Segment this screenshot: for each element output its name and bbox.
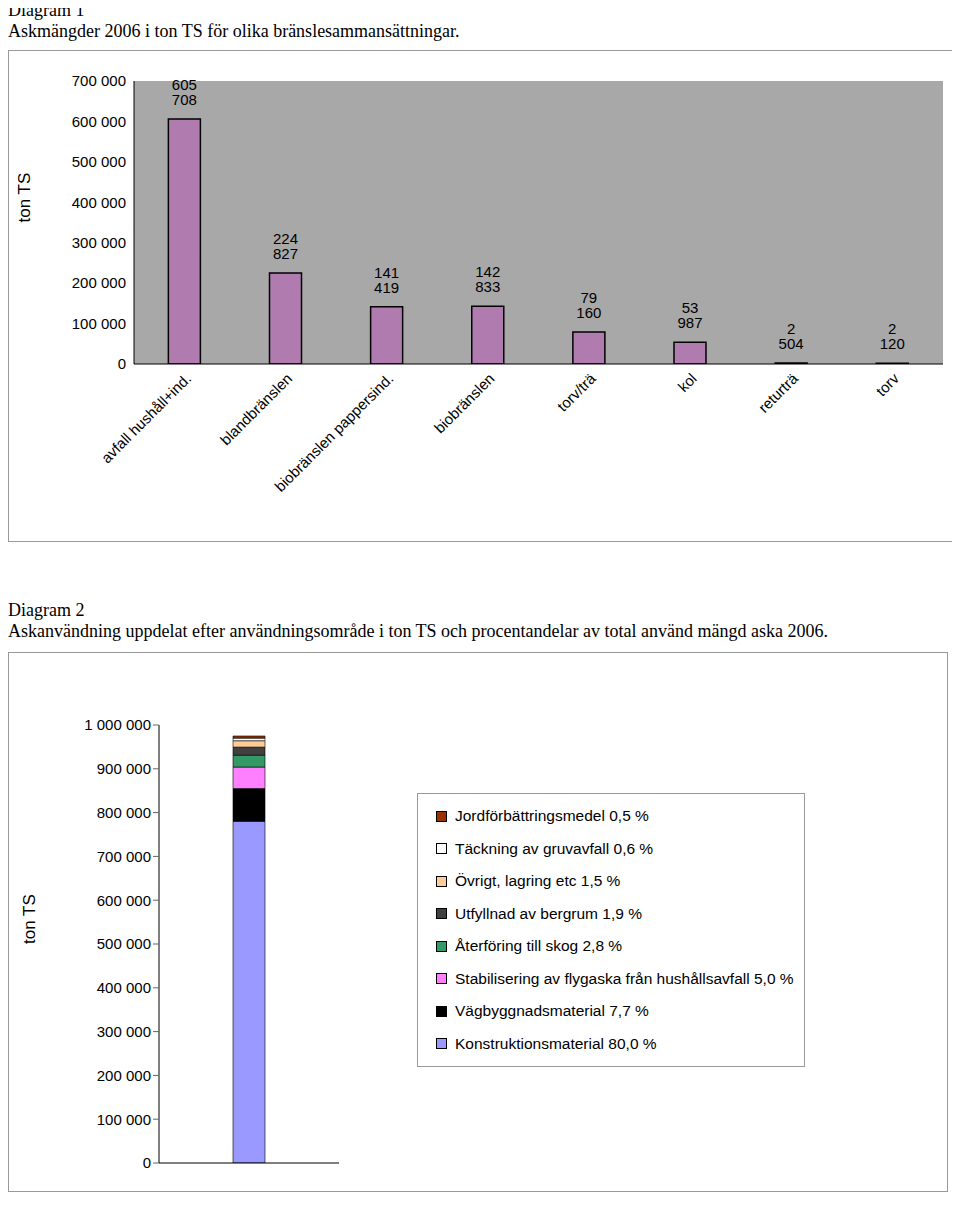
svg-text:79160: 79160 [576, 289, 601, 321]
svg-text:0: 0 [118, 355, 126, 372]
svg-text:605708: 605708 [172, 76, 197, 108]
svg-text:100 000: 100 000 [72, 315, 126, 332]
svg-text:blandbränslen: blandbränslen [217, 370, 296, 449]
html-text:Konstruktionsmaterial 80,0 %: Konstruktionsmaterial 80,0 % [455, 1034, 657, 1052]
svg-text:ton TS: ton TS [15, 173, 34, 223]
svg-text:200 000: 200 000 [72, 274, 126, 291]
html-text:Återföring till skog 2,8 %: Återföring till skog 2,8 % [455, 937, 623, 954]
svg-text:224827: 224827 [273, 230, 298, 262]
svg-text:kol: kol [674, 370, 700, 396]
svg-text:700 000: 700 000 [72, 72, 126, 89]
html-text:Diagram 2: Diagram 2 [8, 600, 85, 620]
html-text:Askmängder 2006 i ton TS för o: Askmängder 2006 i ton TS för olika bräns… [8, 21, 460, 41]
html-text:Askanvändning uppdelat efter a: Askanvändning uppdelat efter användnings… [8, 621, 828, 641]
svg-text:0: 0 [143, 1154, 151, 1171]
html-text:Övrigt, lagring etc 1,5 %: Övrigt, lagring etc 1,5 % [455, 872, 621, 889]
html-text:Diagram 1: Diagram 1 [8, 0, 85, 20]
svg-text:200 000: 200 000 [97, 1067, 151, 1084]
svg-text:600 000: 600 000 [97, 892, 151, 909]
html-text:Vägbyggnadsmaterial 7,7 %: Vägbyggnadsmaterial 7,7 % [455, 1002, 649, 1019]
svg-text:torv/trä: torv/trä [554, 369, 599, 414]
html-text:Stabilisering av flygaska från: Stabilisering av flygaska från hushållsa… [455, 969, 794, 987]
svg-text:torv: torv [872, 369, 902, 399]
svg-text:400 000: 400 000 [97, 979, 151, 996]
svg-text:ton TS: ton TS [20, 894, 39, 944]
svg-text:2120: 2120 [880, 320, 905, 352]
svg-text:returträ: returträ [755, 369, 802, 416]
svg-text:biobränslen: biobränslen [431, 370, 498, 437]
svg-text:1 000 000: 1 000 000 [84, 716, 151, 733]
svg-text:700 000: 700 000 [97, 848, 151, 865]
svg-text:900 000: 900 000 [97, 760, 151, 777]
svg-text:500 000: 500 000 [72, 153, 126, 170]
svg-text:400 000: 400 000 [72, 194, 126, 211]
html-text:Täckning av gruvavfall 0,6 %: Täckning av gruvavfall 0,6 % [455, 839, 654, 857]
svg-text:600 000: 600 000 [72, 113, 126, 130]
svg-text:53987: 53987 [677, 299, 702, 331]
svg-text:141419: 141419 [374, 264, 399, 296]
html-text:Utfyllnad av bergrum 1,9 %: Utfyllnad av bergrum 1,9 % [455, 904, 642, 922]
svg-text:300 000: 300 000 [97, 1023, 151, 1040]
svg-text:142833: 142833 [475, 263, 500, 295]
svg-text:biobränslen pappersind.: biobränslen pappersind. [271, 370, 396, 495]
svg-text:avfall hushåll+ind.: avfall hushåll+ind. [98, 370, 195, 467]
svg-text:2504: 2504 [779, 320, 804, 352]
html-text:Jordförbättringsmedel 0,5 %: Jordförbättringsmedel 0,5 % [455, 807, 649, 824]
svg-text:800 000: 800 000 [97, 804, 151, 821]
svg-text:300 000: 300 000 [72, 234, 126, 251]
svg-text:100 000: 100 000 [97, 1111, 151, 1128]
svg-text:500 000: 500 000 [97, 935, 151, 952]
